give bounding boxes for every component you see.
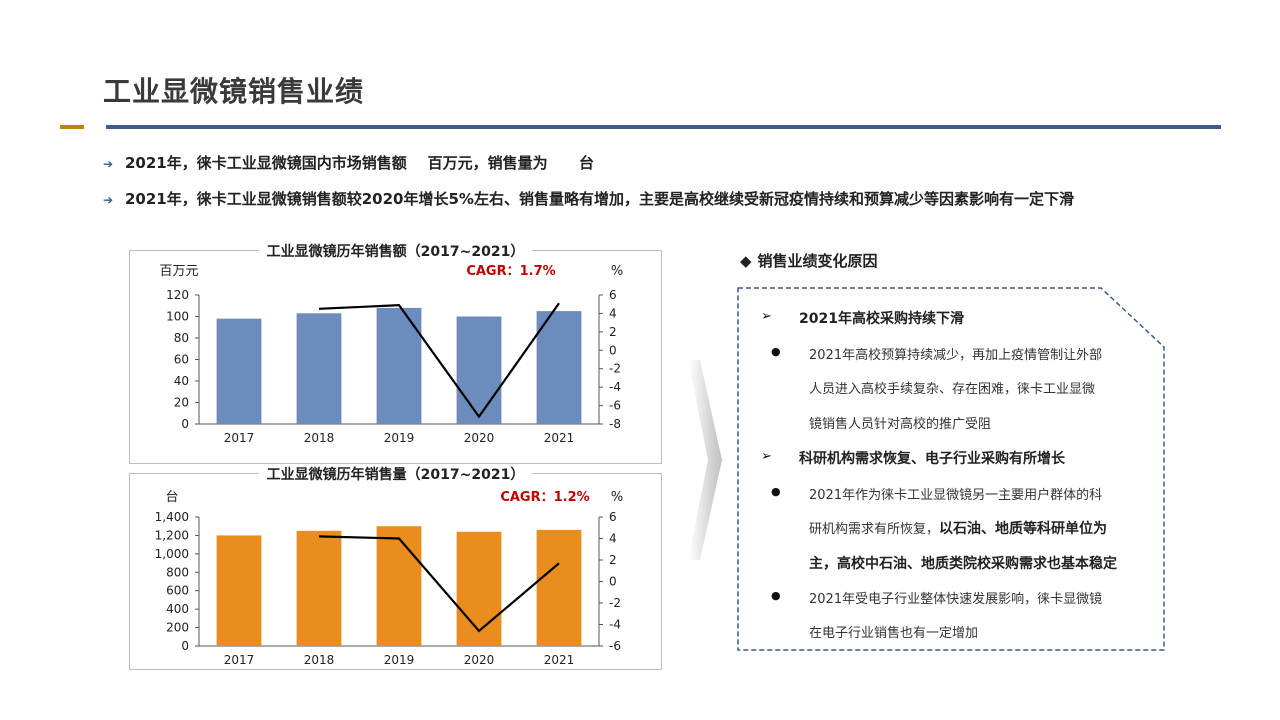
chart-title: 工业显微镜历年销售量（2017~2021） xyxy=(258,467,533,483)
bar xyxy=(296,313,342,424)
x-tick-label: 2017 xyxy=(224,431,255,445)
dashed-frame xyxy=(737,287,1165,651)
y-tick-label: 1,200 xyxy=(155,528,189,542)
reason-text: 在电子行业销售也有一定增加 xyxy=(809,626,979,641)
x-tick-label: 2020 xyxy=(464,653,495,667)
reason-text: 2021年作为徕卡工业显微镜另一主要用户群体的科 xyxy=(809,488,1103,503)
sales-chart: 0 20 40 60 80 100 120 -8 -6 -4 -2 0 2 4 6 2017 2018 2019 2… xyxy=(159,264,623,445)
bar xyxy=(216,535,262,646)
bar xyxy=(216,318,262,424)
y-tick-label: 0 xyxy=(181,417,189,431)
y2-tick-label: 2 xyxy=(609,553,617,567)
y2-tick-label: -6 xyxy=(609,639,621,653)
y-axis-label: 百万元 xyxy=(159,264,198,279)
y-tick-label: 200 xyxy=(166,621,189,635)
y2-tick-label: 2 xyxy=(609,325,617,339)
summary-bullet-2: ➔ 2021年，徕卡工业显微镜销售额较2020年增长5%左右、销售量略有增加，主要… xyxy=(103,188,1074,209)
cagr-annotation: CAGR：1.7% xyxy=(466,264,555,279)
page-title: 工业显微镜销售业绩 xyxy=(103,75,365,108)
y2-tick-label: 0 xyxy=(609,575,617,589)
arrowhead-icon: ➢ xyxy=(761,309,772,324)
chart-title: 工业显微镜历年销售额（2017~2021） xyxy=(258,244,533,260)
reason-text: 研机构需求有所恢复， xyxy=(809,522,940,537)
sales-chart-panel: 工业显微镜历年销售额（2017~2021） 0 20 40 60 80 100 120 -8-… xyxy=(129,244,662,464)
reason-text-mixed: 研机构需求有所恢复，以石油、地质等科研单位为 xyxy=(809,518,1107,538)
summary-text-1: 2021年，徕卡工业显微镜国内市场销售额 百万元，销售量为 台 xyxy=(125,154,594,172)
y2-tick-label: -6 xyxy=(609,399,621,413)
y-tick-label: 120 xyxy=(166,288,189,302)
bar xyxy=(296,530,342,646)
reason-text-bold: 主，高校中石油、地质类院校采购需求也基本稳定 xyxy=(809,556,1117,572)
y-tick-label: 400 xyxy=(166,602,189,616)
y-tick-label: 1,400 xyxy=(155,510,189,524)
growth-line xyxy=(318,302,560,419)
y-tick-label: 800 xyxy=(166,565,189,579)
y2-tick-label: 0 xyxy=(609,343,617,357)
volume-chart-panel: 工业显微镜历年销售量（2017~2021） 0 200 400 600 800 1,000… xyxy=(129,467,662,670)
title-accent-bar xyxy=(60,125,84,129)
summary-text-2: 2021年，徕卡工业显微镜销售额较2020年增长5%左右、销售量略有增加，主要是… xyxy=(125,190,1074,208)
y2-tick-label: 4 xyxy=(609,532,617,546)
x-tick-label: 2021 xyxy=(544,431,575,445)
reason-text: 2021年受电子行业整体快速发展影响，徕卡显微镜 xyxy=(809,592,1103,607)
title-divider xyxy=(106,125,1221,129)
y2-axis-label: % xyxy=(611,264,623,279)
bullet-dot-icon: ● xyxy=(771,589,781,602)
y-axis-label: 台 xyxy=(165,490,178,505)
y2-tick-label: -8 xyxy=(609,417,621,431)
reason-text: 镜销售人员针对高校的推广受阻 xyxy=(809,417,992,432)
y-tick-label: 1,000 xyxy=(155,547,189,561)
y-tick-label: 40 xyxy=(174,374,189,388)
bar xyxy=(456,531,502,646)
y2-tick-label: -4 xyxy=(609,618,621,632)
x-tick-label: 2020 xyxy=(464,431,495,445)
bullet-dot-icon: ● xyxy=(771,345,781,358)
y-tick-label: 60 xyxy=(174,353,189,367)
y2-tick-label: 6 xyxy=(609,288,617,302)
reasons-heading: ◆ 销售业绩变化原因 xyxy=(740,250,878,271)
reason-heading-1: 2021年高校采购持续下滑 xyxy=(799,311,964,327)
y2-tick-label: 6 xyxy=(609,510,617,524)
diamond-icon: ◆ xyxy=(740,252,752,270)
reasons-title: 销售业绩变化原因 xyxy=(757,252,878,270)
x-tick-label: 2017 xyxy=(224,653,255,667)
reason-text: 2021年高校预算持续减少，再加上疫情管制让外部 xyxy=(809,348,1103,363)
bar xyxy=(536,529,582,646)
y2-axis-label: % xyxy=(611,490,623,505)
y2-tick-label: -2 xyxy=(609,596,621,610)
y-tick-label: 600 xyxy=(166,584,189,598)
arrowhead-icon: ➢ xyxy=(761,449,772,464)
reasons-box: ➢ 2021年高校采购持续下滑 ● 2021年高校预算持续减少，再加上疫情管制让… xyxy=(737,287,1165,651)
bullet-dot-icon: ● xyxy=(771,485,781,498)
arrow-right-icon: ➔ xyxy=(103,193,114,207)
y2-tick-label: -4 xyxy=(609,380,621,394)
x-tick-label: 2021 xyxy=(544,653,575,667)
y2-tick-label: -2 xyxy=(609,362,621,376)
x-tick-label: 2018 xyxy=(304,653,335,667)
reason-text-bold: 以石油、地质等科研单位为 xyxy=(939,521,1108,537)
y-tick-label: 100 xyxy=(166,310,189,324)
y-tick-label: 20 xyxy=(174,396,189,410)
x-tick-label: 2018 xyxy=(304,431,335,445)
bar xyxy=(456,316,502,424)
x-tick-label: 2019 xyxy=(384,653,415,667)
cagr-annotation: CAGR：1.2% xyxy=(500,490,589,505)
x-tick-label: 2019 xyxy=(384,431,415,445)
bar xyxy=(536,311,582,424)
transition-arrow-icon xyxy=(688,360,722,560)
summary-bullet-1: ➔ 2021年，徕卡工业显微镜国内市场销售额 百万元，销售量为 台 xyxy=(103,152,594,173)
volume-chart: 0 200 400 600 800 1,000 1,200 1,400 -6 -4 -2 0 2 4 6 20… xyxy=(155,490,624,667)
y-tick-label: 0 xyxy=(181,639,189,653)
y-tick-label: 80 xyxy=(174,331,189,345)
arrow-right-icon: ➔ xyxy=(103,157,114,171)
reason-text: 人员进入高校手续复杂、存在困难，徕卡工业显微 xyxy=(809,382,1096,397)
bar xyxy=(376,526,422,646)
reason-heading-2: 科研机构需求恢复、电子行业采购有所增长 xyxy=(799,451,1065,467)
growth-line xyxy=(318,535,560,633)
y2-tick-label: 4 xyxy=(609,306,617,320)
